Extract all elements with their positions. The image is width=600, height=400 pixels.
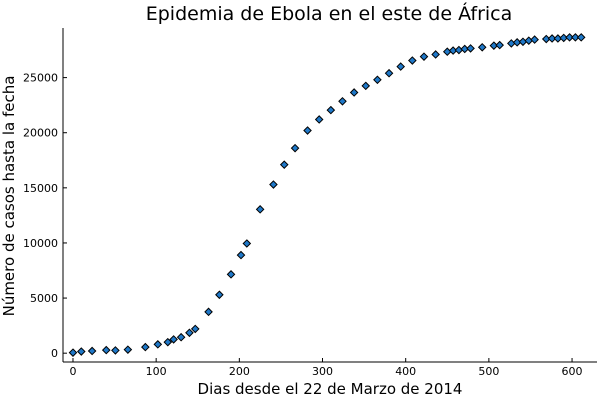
y-tick-label: 5000 — [30, 292, 58, 305]
data-point — [141, 342, 150, 352]
data-point — [190, 324, 200, 334]
x-tick-label: 100 — [146, 365, 167, 378]
data-point — [576, 33, 586, 42]
data-point — [530, 35, 539, 44]
data-point — [518, 37, 528, 47]
data-point — [338, 96, 347, 106]
data-point — [153, 340, 163, 349]
data-point — [495, 40, 504, 50]
x-tick-label: 600 — [562, 365, 583, 378]
data-point — [477, 42, 487, 52]
data-point — [204, 307, 213, 317]
y-tick-label: 15000 — [23, 182, 58, 195]
x-tick-label: 200 — [229, 365, 250, 378]
data-point — [408, 56, 417, 65]
data-point — [215, 290, 224, 300]
data-point — [314, 115, 324, 124]
y-tick-label: 0 — [51, 347, 58, 360]
data-point — [68, 348, 78, 357]
data-point — [163, 337, 173, 347]
data-point — [185, 328, 194, 338]
data-point — [169, 335, 178, 344]
data-point — [87, 346, 97, 356]
data-point — [442, 47, 452, 57]
data-point — [507, 39, 516, 48]
data-points — [68, 33, 586, 357]
data-point — [349, 88, 359, 97]
data-point — [255, 205, 265, 214]
data-point — [226, 270, 236, 279]
data-point — [101, 345, 111, 355]
data-point — [269, 180, 278, 189]
data-point — [242, 239, 252, 248]
y-tick-label: 25000 — [23, 72, 58, 85]
x-axis-label: Dias desde el 22 de Marzo de 2014 — [198, 380, 463, 398]
y-axis-label: Número de casos hasta la fecha — [0, 76, 18, 317]
data-point — [524, 36, 534, 45]
y-tick-label: 10000 — [23, 237, 58, 250]
data-point — [326, 105, 336, 115]
data-point — [454, 45, 464, 55]
data-point — [547, 34, 557, 43]
data-point — [565, 33, 574, 42]
data-point — [361, 81, 371, 91]
data-point — [303, 126, 312, 135]
chart-title: Epidemia de Ebola en el este de África — [146, 2, 513, 25]
x-axis-ticks: 0 100 200 300 400 500 600 — [69, 358, 583, 378]
data-point — [431, 50, 440, 59]
y-axis-ticks: 0 5000 10000 15000 20000 25000 — [23, 72, 67, 360]
data-point — [290, 143, 300, 153]
data-point — [176, 332, 186, 342]
data-point — [384, 68, 394, 78]
data-point — [111, 346, 120, 355]
x-tick-label: 500 — [478, 365, 499, 378]
x-tick-label: 300 — [312, 365, 333, 378]
x-tick-label: 0 — [69, 365, 76, 378]
y-tick-label: 20000 — [23, 127, 58, 140]
data-point — [373, 75, 382, 85]
data-point — [419, 52, 429, 61]
data-point — [571, 33, 580, 42]
data-point — [466, 44, 475, 53]
data-point — [76, 347, 86, 356]
data-point — [396, 62, 406, 71]
data-point — [123, 345, 133, 354]
data-point — [236, 250, 246, 260]
x-tick-label: 400 — [395, 365, 416, 378]
data-point — [279, 160, 289, 169]
